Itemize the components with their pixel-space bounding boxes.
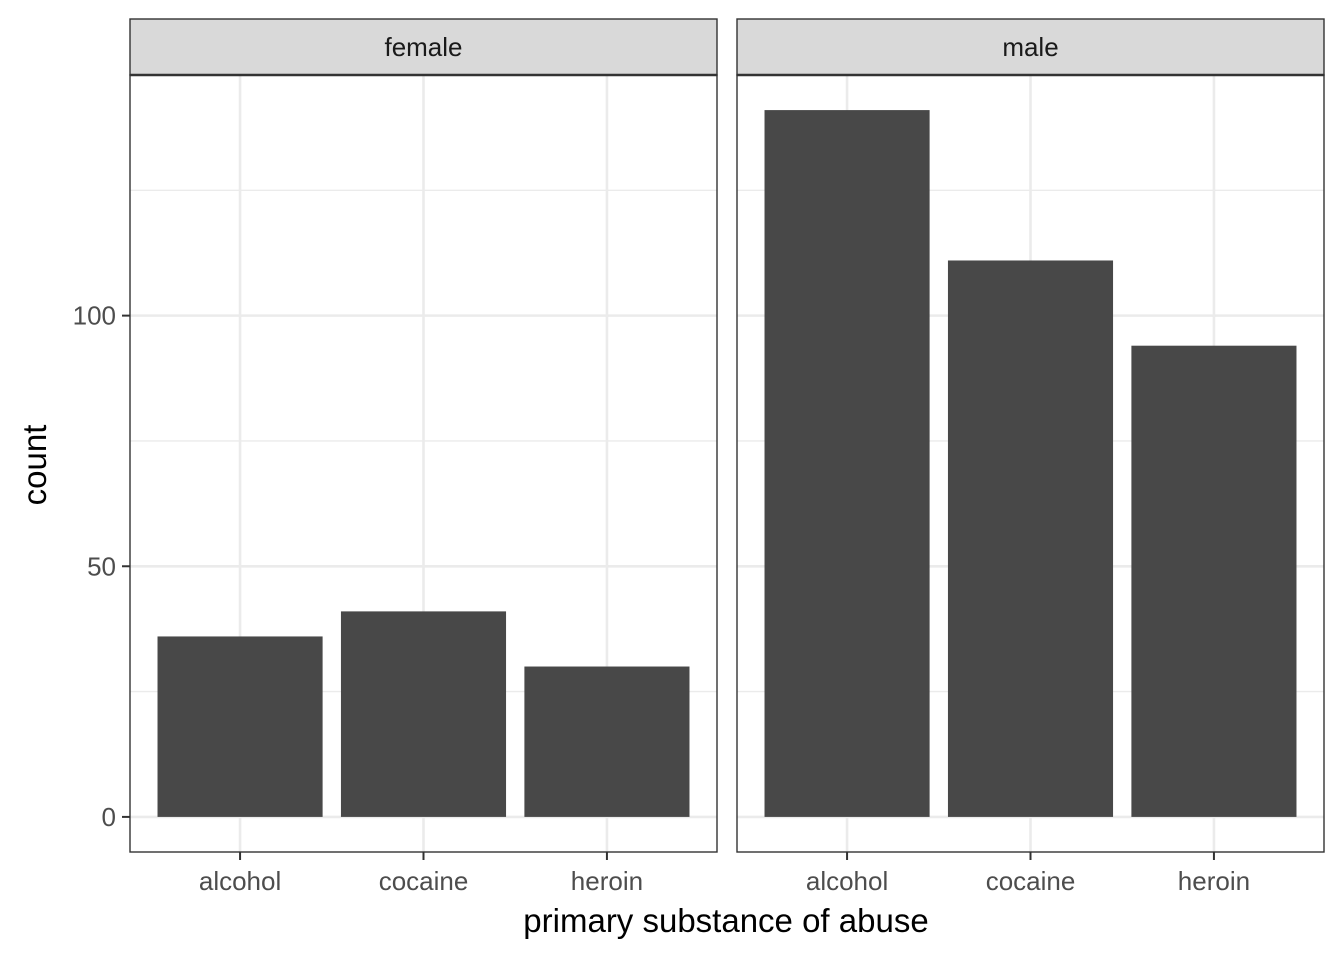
y-tick-label: 100 — [73, 301, 116, 331]
facet-strip — [736, 18, 1325, 76]
bar-male-alcohol — [764, 110, 930, 817]
x-tick-label: heroin — [571, 866, 643, 896]
x-tick-label: heroin — [1178, 866, 1250, 896]
x-tick-label: cocaine — [379, 866, 469, 896]
facet-panel-female: female alcohol cocaine heroin — [129, 18, 718, 896]
facet-strip-label: male — [1002, 32, 1058, 62]
facet-panel-male: male alcohol cocaine heroin — [736, 18, 1325, 896]
x-tick-label: alcohol — [806, 866, 888, 896]
y-tick-label: 0 — [102, 802, 116, 832]
bar-female-heroin — [524, 666, 690, 817]
bar-female-alcohol — [157, 636, 323, 817]
y-axis: 0 50 100 — [73, 301, 130, 832]
y-tick-label: 50 — [87, 551, 116, 581]
facet-panels: female alcohol cocaine heroin male alcohol coc… — [129, 18, 1325, 896]
bar-male-heroin — [1131, 345, 1297, 817]
facet-strip-label: female — [384, 32, 462, 62]
x-tick-label: cocaine — [986, 866, 1076, 896]
y-axis-title: count — [16, 425, 53, 506]
bar-female-cocaine — [340, 611, 507, 817]
x-tick-label: alcohol — [199, 866, 281, 896]
x-axis-title: primary substance of abuse — [523, 902, 928, 939]
bar-male-cocaine — [947, 260, 1114, 817]
